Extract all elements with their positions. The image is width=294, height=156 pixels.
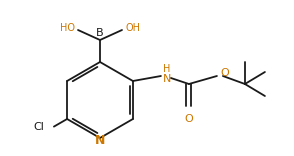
Text: B: B <box>96 28 104 38</box>
Text: OH: OH <box>125 23 140 33</box>
Text: Cl: Cl <box>33 122 44 132</box>
Text: HO: HO <box>60 23 75 33</box>
Text: N: N <box>163 74 171 84</box>
Text: N: N <box>95 134 105 146</box>
Text: H: H <box>163 64 170 74</box>
Text: O: O <box>220 68 229 78</box>
Text: O: O <box>185 114 193 124</box>
